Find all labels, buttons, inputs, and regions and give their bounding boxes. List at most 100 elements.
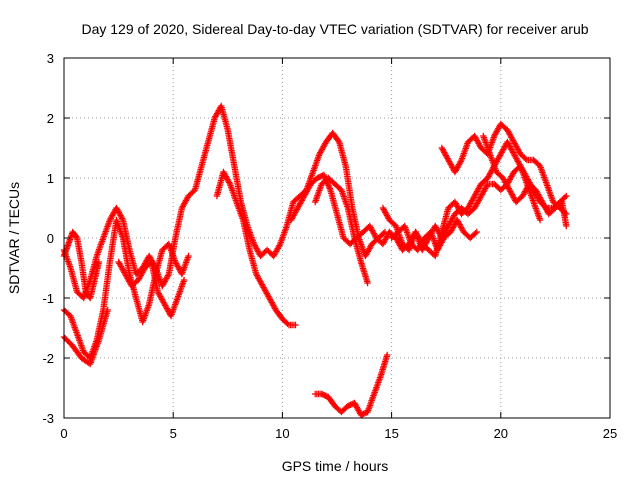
data-point [204,116,218,146]
data-point [87,254,100,284]
data-point [191,164,205,194]
x-tick-label: 0 [60,426,67,441]
data-point [172,206,185,242]
data-point [333,210,347,240]
data-point [239,216,253,252]
data-point [364,392,377,416]
data-point [477,182,491,200]
data-point [270,242,283,260]
data-point [338,404,350,416]
data-point [87,278,98,302]
data-point [78,258,89,294]
x-tick-label: 25 [603,426,617,441]
data-point [504,138,517,156]
data-point [294,194,307,212]
y-tick-label: -3 [42,411,54,426]
data-point [499,174,512,192]
data-point [366,222,379,240]
data-point [467,230,479,242]
data-point [312,182,325,206]
y-tick-label: -2 [42,351,54,366]
data-point [530,198,543,222]
data-point [386,216,398,228]
data-point [464,194,477,212]
data-point [453,216,467,234]
data-point [174,278,187,302]
data-point [87,338,102,368]
data-point [73,330,87,354]
data-point [128,278,141,290]
data-point [154,288,167,306]
data-point [477,176,490,188]
y-tick-labels: -3 -2 -1 0 1 2 3 [42,51,54,426]
data-point [563,192,570,200]
data-point [135,266,148,284]
data-point [277,224,290,248]
grid-lines [64,58,610,418]
data-point [530,156,542,168]
data-point [259,282,272,300]
data-point [185,188,197,200]
data-point [119,234,133,276]
series-arc-11 [438,120,570,218]
data-series [60,102,570,419]
data-point [532,186,545,204]
data-point [464,206,477,218]
data-point [231,162,244,204]
data-point [480,132,493,156]
data-point [451,158,464,176]
y-tick-label: -1 [42,291,54,306]
data-point [558,198,570,228]
x-tick-label: 5 [170,426,177,441]
data-point [338,186,351,210]
data-point [512,194,525,206]
data-point [283,200,297,230]
data-point [198,140,211,170]
data-point [471,182,484,200]
data-point [220,168,233,186]
data-point [325,174,337,186]
data-point [113,204,126,222]
data-point [113,216,126,240]
data-point [226,180,240,204]
data-point [493,168,505,180]
data-point [126,246,139,276]
data-point [329,129,342,144]
data-point [471,194,484,212]
data-point [440,230,453,242]
data-point [336,138,349,168]
series-arc-13 [388,216,480,254]
data-point [486,150,499,174]
series-arc-9 [312,351,391,419]
data-point [325,393,338,408]
data-point [272,306,285,321]
data-point [292,321,299,329]
series-arc-8 [312,174,371,287]
data-point [95,308,111,344]
data-point [167,296,181,320]
data-point [159,272,172,290]
y-tick-label: 1 [47,171,54,186]
data-point [246,246,259,276]
data-point [100,260,113,314]
data-point [438,144,451,162]
data-point [536,216,544,224]
data-point [536,162,550,186]
data-point [69,228,80,240]
chart-title: Day 129 of 2020, Sidereal Day-to-day VTE… [81,21,588,37]
data-point [316,140,329,158]
data-point [309,152,323,176]
data-point [100,218,113,242]
data-point [342,162,356,210]
data-point [119,216,133,252]
x-axis-label: GPS time / hours [282,458,389,474]
series-arc-1 [60,102,389,302]
data-point [67,312,80,336]
data-point [351,234,364,264]
data-point [139,302,152,326]
data-point [351,399,364,417]
data-point [115,258,128,276]
y-axis-label: SDTVAR / TECUs [6,182,22,294]
data-point [224,126,238,168]
data-point [473,228,480,236]
